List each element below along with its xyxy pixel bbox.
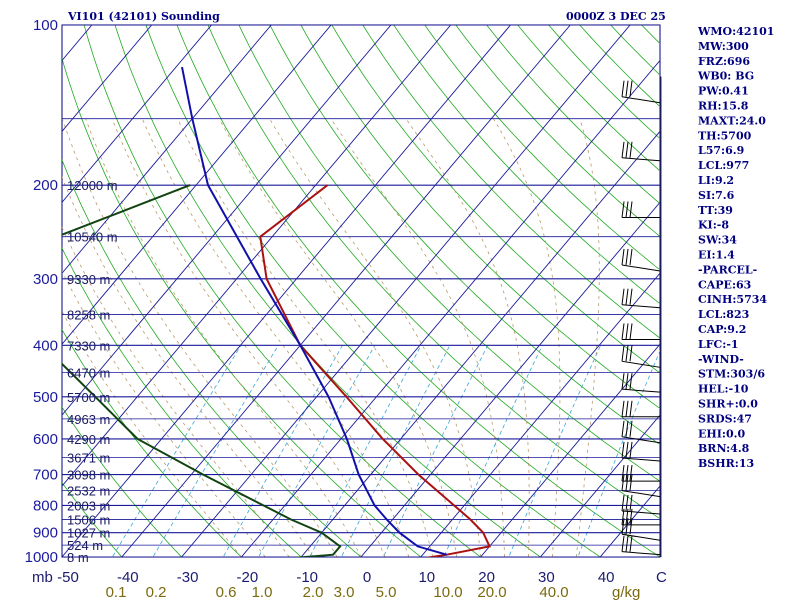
index-value: RH:15.8 [698, 100, 749, 113]
height-label: 8 m [67, 550, 89, 565]
index-value: STM:303/6 [698, 368, 765, 381]
mixing-ratio-label: 40.0 [539, 584, 568, 600]
index-value: SHR+:0.0 [698, 398, 758, 411]
height-label: 3671 m [67, 450, 110, 465]
observation-time: 0000Z 3 DEC 25 [566, 10, 666, 23]
height-label: 8258 m [67, 307, 110, 322]
index-value: CINH:5734 [698, 293, 767, 306]
height-label: 3098 m [67, 468, 110, 483]
index-value: LI:9.2 [698, 174, 734, 187]
index-value: CAPE:63 [698, 278, 751, 291]
height-label: 4290 m [67, 432, 110, 447]
mixing-ratio-label: 1.0 [252, 584, 273, 600]
index-value: CAP:9.2 [698, 323, 746, 336]
pressure-tick-label: 600 [33, 431, 58, 448]
index-value: SI:7.6 [698, 189, 735, 202]
index-value: SW:34 [698, 234, 737, 247]
index-value: WMO:42101 [697, 25, 774, 38]
height-label: 5700 m [67, 390, 110, 405]
mixing-ratio-label: 0.1 [106, 584, 127, 600]
mixing-ratio-label: 5.0 [376, 584, 397, 600]
index-value: HEL:-10 [698, 383, 749, 396]
pressure-tick-label: 100 [33, 17, 58, 34]
index-value: WB0: BG [697, 70, 754, 83]
pressure-tick-label: 300 [33, 271, 58, 288]
index-value: MW:300 [698, 40, 749, 53]
index-value: L57:6.9 [698, 144, 744, 157]
pressure-tick-label: 500 [33, 389, 58, 406]
index-value: BRN:4.8 [698, 442, 750, 455]
mixing-ratio-label: 2.0 [303, 584, 324, 600]
temperature-tick-label: -50 [57, 569, 79, 586]
mixing-ratio-label: 0.6 [216, 584, 237, 600]
temperature-tick-label: -30 [177, 569, 199, 586]
height-label: 9330 m [67, 272, 110, 287]
mixing-ratio-label: 20.0 [477, 584, 506, 600]
index-value: LCL:977 [698, 159, 749, 172]
height-label: 2532 m [67, 484, 110, 499]
index-value: MAXT:24.0 [698, 114, 766, 127]
index-value: LCL:823 [698, 308, 749, 321]
mixing-ratio-label: 0.2 [146, 584, 167, 600]
pressure-tick-label: 700 [33, 467, 58, 484]
pressure-tick-label: 1000 [25, 549, 58, 566]
temperature-tick-label: 0 [363, 569, 371, 586]
index-value: TH:5700 [698, 129, 752, 142]
index-value: -PARCEL- [698, 263, 757, 276]
height-label: 10540 m [67, 230, 118, 245]
index-value: BSHR:13 [698, 457, 754, 470]
pressure-tick-label: 800 [33, 497, 58, 514]
index-value: KI:-8 [698, 219, 729, 232]
height-label: 4963 m [67, 412, 110, 427]
index-value: SRDS:47 [698, 412, 752, 425]
mixing-ratio-label: 10.0 [433, 584, 462, 600]
mixing-ratio-unit: g/kg [612, 584, 640, 600]
index-value: TT:39 [698, 204, 733, 217]
index-value: PW:0.41 [698, 85, 749, 98]
height-label: 6470 m [67, 366, 110, 381]
station-title: VI101 (42101) Sounding [67, 10, 220, 23]
index-value: -WIND- [698, 353, 744, 366]
index-value: FRZ:696 [698, 55, 750, 68]
pressure-tick-label: 400 [33, 337, 58, 354]
mixing-ratio-label: 3.0 [334, 584, 355, 600]
height-label: 7330 m [67, 338, 110, 353]
pressure-tick-label: 900 [33, 525, 58, 542]
indices-panel: WMO:42101 MW:300 FRZ:696 WB0: BG PW:0.41 RH:1… [697, 25, 774, 470]
index-value: EI:1.4 [698, 249, 735, 262]
mb-axis-label: mb [32, 569, 53, 586]
index-value: EHI:0.0 [698, 427, 745, 440]
index-value: LFC:-1 [698, 338, 739, 351]
height-label: 12000 m [67, 178, 118, 193]
pressure-tick-label: 200 [33, 177, 58, 194]
height-label: 2003 m [67, 498, 110, 513]
celsius-axis-label: C [656, 569, 667, 586]
